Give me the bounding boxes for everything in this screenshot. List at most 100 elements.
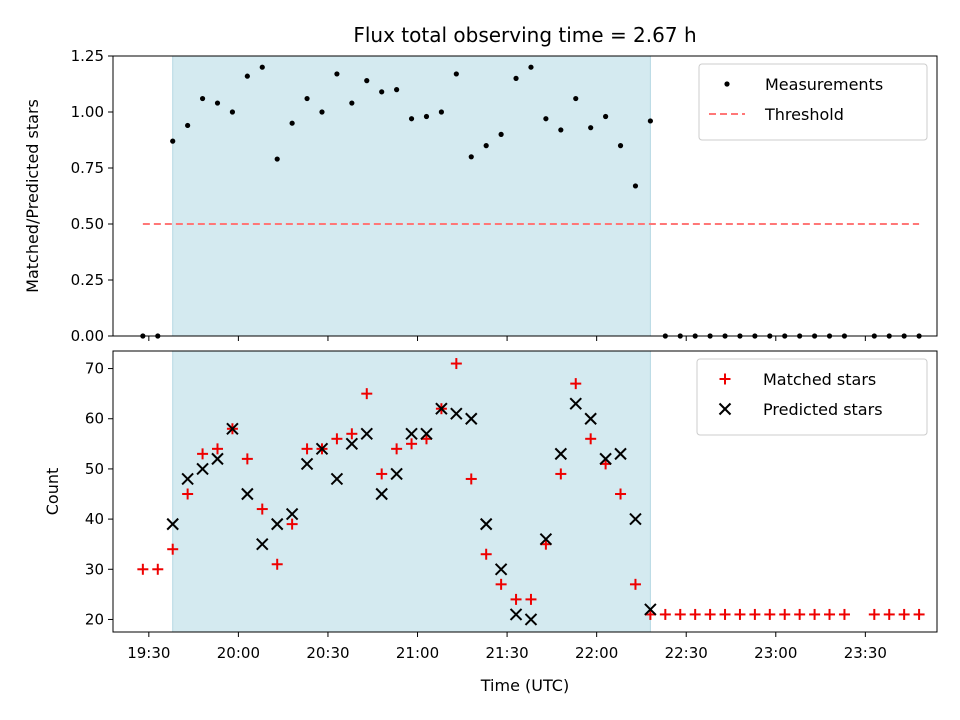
- data-point: [270, 517, 284, 531]
- data-point: [438, 109, 445, 115]
- data-point-shape: [214, 100, 221, 106]
- data-point: [408, 116, 415, 122]
- y-tick-label: 60: [85, 410, 104, 428]
- x-tick-label: 21:30: [485, 644, 528, 662]
- data-point-stroke-b: [479, 517, 493, 531]
- data-point: [719, 608, 731, 620]
- data-point: [539, 532, 553, 546]
- data-point: [182, 488, 194, 500]
- data-point: [376, 468, 388, 480]
- legend-label: Threshold: [764, 105, 844, 124]
- data-point-stroke-b: [330, 472, 344, 486]
- legend-box: [698, 63, 928, 141]
- data-point: [632, 183, 639, 189]
- data-point: [838, 608, 850, 620]
- data-point-stroke-b: [270, 517, 284, 531]
- data-point-stroke-b: [435, 402, 448, 415]
- data-point-shape: [229, 109, 236, 115]
- data-point-shape: [483, 143, 489, 149]
- data-point: [588, 125, 594, 131]
- data-point-stroke-b: [315, 442, 329, 456]
- y-tick-label: 70: [85, 360, 104, 378]
- data-point: [349, 100, 355, 106]
- data-point-shape: [259, 64, 265, 70]
- y-tick-label: 1.25: [71, 47, 104, 65]
- legend-swatch: [724, 81, 730, 87]
- data-point: [749, 608, 761, 620]
- data-point: [285, 507, 299, 521]
- data-point: [379, 89, 385, 95]
- data-point-shape: [394, 87, 400, 93]
- data-point: [229, 109, 236, 115]
- data-point-shape: [528, 64, 534, 70]
- data-point: [629, 512, 642, 526]
- data-point: [334, 71, 340, 77]
- data-point-shape: [513, 75, 519, 81]
- data-point: [494, 563, 508, 576]
- data-point-shape: [617, 143, 624, 149]
- legend-swatch: [718, 402, 732, 416]
- data-point: [244, 73, 250, 79]
- x-tick-label: 21:00: [396, 644, 439, 662]
- data-point-stroke-b: [629, 512, 642, 526]
- data-point-stroke-b: [599, 452, 612, 466]
- data-point: [315, 442, 329, 456]
- data-point: [528, 64, 534, 70]
- data-point: [629, 578, 641, 590]
- data-point: [734, 608, 746, 620]
- data-point-stroke-b: [241, 487, 254, 501]
- y-axis-label: Matched/Predicted stars: [23, 99, 42, 293]
- data-point: [197, 448, 209, 460]
- data-point-shape: [588, 125, 594, 131]
- y-tick-label: 0.00: [71, 327, 104, 345]
- data-point: [256, 537, 269, 551]
- data-point-stroke-b: [644, 603, 657, 616]
- data-point-stroke-b: [509, 608, 523, 621]
- data-point: [226, 422, 239, 435]
- data-point: [603, 113, 609, 120]
- data-point: [361, 388, 373, 400]
- series-measurements: [140, 64, 922, 339]
- data-point-shape: [185, 122, 191, 129]
- data-point-shape: [319, 109, 325, 115]
- legend: Measurements Threshold: [698, 63, 928, 141]
- data-point-shape: [543, 116, 549, 122]
- legend-entry: Predicted stars: [718, 400, 883, 419]
- data-point: [617, 143, 624, 149]
- data-point: [152, 563, 164, 575]
- data-point-stroke-b: [390, 467, 403, 481]
- data-point: [331, 433, 343, 445]
- legend-entry: Measurements: [724, 75, 883, 94]
- data-point: [525, 593, 537, 605]
- y-tick-label: 50: [85, 460, 104, 478]
- data-point: [704, 608, 716, 620]
- data-point: [453, 71, 459, 77]
- data-point-stroke-b: [285, 507, 299, 521]
- data-point: [779, 608, 791, 620]
- data-point: [406, 438, 418, 450]
- data-point-stroke-b: [211, 452, 224, 466]
- data-point: [167, 543, 179, 555]
- data-point: [513, 75, 519, 81]
- data-point: [868, 608, 880, 620]
- data-point-shape: [453, 71, 459, 77]
- data-point-shape: [603, 113, 609, 120]
- data-point: [450, 407, 463, 420]
- data-point-shape: [468, 154, 474, 160]
- data-point-shape: [438, 109, 445, 115]
- data-point: [883, 608, 895, 620]
- data-point: [241, 453, 253, 465]
- data-point-stroke-b: [181, 472, 194, 486]
- data-point: [689, 608, 701, 620]
- data-point-shape: [274, 156, 280, 162]
- data-point: [615, 488, 627, 500]
- data-point: [674, 608, 686, 620]
- x-tick-label: 19:30: [127, 644, 170, 662]
- data-point-stroke-b: [256, 537, 269, 551]
- series-predicted-stars: [166, 397, 657, 626]
- legend-swatch-stroke-b: [718, 402, 732, 416]
- data-point: [569, 397, 582, 410]
- data-point-stroke-b: [420, 427, 433, 441]
- data-point: [913, 608, 925, 620]
- data-point: [346, 428, 358, 440]
